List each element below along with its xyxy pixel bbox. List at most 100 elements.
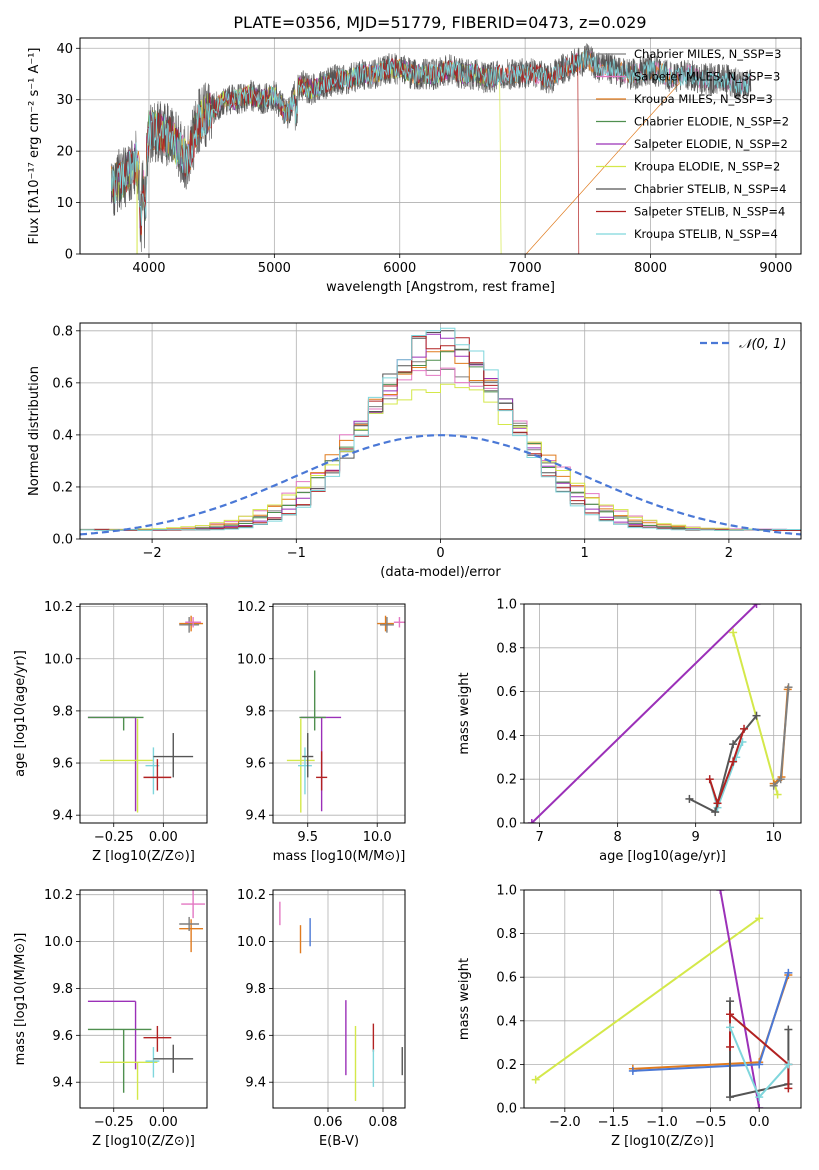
histogram-series: [80, 327, 801, 531]
x-tick-label: −0.25: [94, 830, 134, 845]
x-axis-label: E(B-V): [319, 1134, 359, 1149]
y-tick-label: 40: [56, 42, 73, 57]
y-axis-label: mass [log10(M/M⊙)]: [13, 933, 28, 1066]
axes-frame: [79, 37, 802, 255]
axes-frame: [79, 889, 208, 1109]
massweight-series-line: [708, 741, 744, 811]
y-tick-label: 10.0: [237, 935, 266, 950]
y-tick-label: 0.4: [496, 729, 517, 744]
spectrum-panel: 4000 5000 6000 7000 8000 9000 0 10 20 30 40 wavelen…: [27, 37, 802, 295]
age-vs-mass-panel: 9.5 10.0 9.4 9.6 9.8 10.0 10.2 mass [log10(M/M⊙…: [237, 600, 406, 864]
massweight-point: [784, 968, 793, 977]
massweight-point: [755, 914, 764, 923]
age-vs-metallicity-panel: −0.25 0.00 9.4 9.6 9.8 10.0 10.2 Z [log10(Z/Z⊙)…: [13, 600, 208, 864]
massweight-series-line: [531, 604, 758, 823]
massweight-point: [531, 1075, 540, 1084]
x-tick-label: 0.00: [149, 830, 178, 845]
massweight-point: [729, 740, 738, 749]
y-tick-label: 10.2: [44, 600, 73, 615]
x-tick-label: 0.06: [314, 1115, 343, 1130]
mass-vs-ebv-panel: 0.06 0.08 9.4 9.6 9.8 10.0 10.2 E(B-V): [237, 888, 406, 1149]
x-axis-label: wavelength [Angstrom, rest frame]: [326, 280, 555, 295]
plot-area: [527, 604, 793, 823]
axes-frame: [523, 889, 802, 1109]
x-tick-label: 6000: [383, 261, 416, 276]
legend-label: Salpeter ELODIE, N_SSP=2: [634, 137, 788, 151]
x-tick-label: −1: [287, 546, 306, 561]
y-axis-label: mass weight: [457, 672, 472, 754]
x-tick-label: 7000: [509, 261, 542, 276]
massweight-vs-age-panel: 7 8 9 10 0.0 0.2 0.4 0.6 0.8 1.0 age [log10(age/yr…: [457, 598, 802, 864]
y-axis-label: Normed distribution: [27, 366, 42, 496]
massweight-point: [752, 711, 761, 720]
massweight-point: [726, 1023, 735, 1032]
massweight-point: [773, 790, 782, 799]
x-tick-label: −1.0: [646, 1115, 678, 1130]
massweight-point: [726, 997, 735, 1006]
massweight-point: [628, 1066, 637, 1075]
y-tick-label: 1.0: [496, 884, 517, 899]
massweight-point: [784, 683, 793, 692]
histogram-series: [80, 383, 801, 531]
massweight-point: [755, 1093, 764, 1102]
massweight-series-line: [688, 715, 758, 814]
massweight-series-line: [708, 728, 745, 807]
x-tick-label: 10.0: [363, 830, 392, 845]
massweight-point: [776, 775, 785, 784]
x-tick-label: 9.5: [297, 830, 318, 845]
y-tick-label: 0: [65, 248, 73, 263]
x-tick-label: −0.25: [94, 1115, 134, 1130]
massweight-point: [716, 890, 725, 894]
massweight-point: [752, 604, 761, 608]
legend-label: Chabrier ELODIE, N_SSP=2: [634, 115, 789, 129]
legend-label: Chabrier STELIB, N_SSP=4: [634, 182, 786, 196]
legend-label: Kroupa STELIB, N_SSP=4: [634, 227, 778, 241]
figure-title: PLATE=0356, MJD=51779, FIBERID=0473, z=0…: [233, 13, 646, 32]
y-tick-label: 9.4: [52, 809, 73, 824]
errorbar-point: [179, 916, 200, 932]
errorbar-point: [393, 617, 405, 628]
errorbar-point: [299, 670, 326, 731]
errorbar-point: [179, 615, 204, 632]
y-axis-label: age [log10(age/yr)]: [13, 650, 28, 777]
errorbar-point: [298, 747, 312, 795]
x-tick-label: 5000: [258, 261, 291, 276]
y-tick-label: 9.6: [245, 757, 266, 772]
y-tick-label: 0.8: [496, 641, 517, 656]
y-tick-label: 20: [56, 145, 73, 160]
y-tick-label: 0.2: [496, 773, 517, 788]
y-tick-label: 0.8: [52, 324, 73, 339]
y-tick-label: 10.0: [237, 652, 266, 667]
massweight-series-line: [732, 632, 779, 795]
y-tick-label: 0.0: [52, 533, 73, 548]
massweight-point: [527, 819, 536, 823]
gaussian-reference-curve: [80, 434, 801, 536]
errorbar-point: [87, 1000, 137, 1070]
x-tick-label: 0: [436, 546, 444, 561]
errorbar-point: [87, 716, 144, 731]
y-tick-label: 0.2: [496, 1058, 517, 1073]
plot-area: [279, 901, 403, 1101]
massweight-point: [769, 781, 778, 790]
y-tick-label: 0.6: [496, 971, 517, 986]
massweight-point: [784, 1084, 793, 1093]
spectrum-series-line: [110, 49, 752, 226]
y-tick-label: 9.6: [52, 757, 73, 772]
axes-frame: [523, 603, 802, 824]
legend-label: 𝒩(0, 1): [739, 337, 786, 352]
spectrum-legend: Chabrier MILES, N_SSP=3 Salpeter MILES, N…: [596, 47, 789, 241]
y-tick-label: 10.2: [237, 888, 266, 903]
axes-frame: [272, 603, 406, 824]
x-tick-label: 9: [692, 830, 700, 845]
y-tick-label: 0.4: [52, 428, 73, 443]
x-tick-label: 4000: [132, 261, 165, 276]
massweight-point: [729, 757, 738, 766]
mass-vs-metallicity-panel: −0.25 0.00 9.4 9.6 9.8 10.0 10.2 Z [log10(Z/Z⊙)…: [13, 888, 208, 1149]
y-tick-label: 9.8: [52, 704, 73, 719]
errorbar-point: [179, 919, 204, 953]
y-tick-label: 9.8: [245, 982, 266, 997]
axes-frame: [79, 322, 802, 540]
errorbar-point: [145, 1047, 160, 1078]
axes-frame: [79, 603, 208, 824]
